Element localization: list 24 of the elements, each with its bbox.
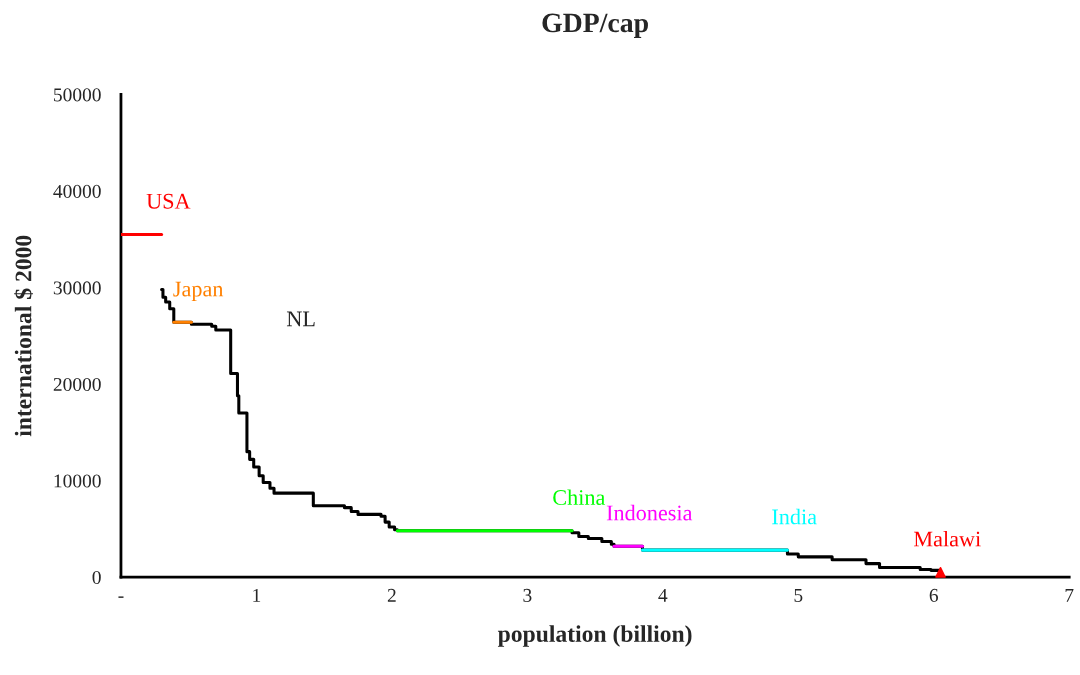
x-tick-label: 4 xyxy=(658,588,668,602)
chart-title: GDP/cap xyxy=(542,13,648,38)
x-tick-label: 2 xyxy=(387,588,396,602)
x-tick-label: 5 xyxy=(794,589,803,602)
series-label: Malawi xyxy=(913,530,981,547)
y-tick-label: 30000 xyxy=(53,281,101,295)
x-axis-title: population (billion) xyxy=(497,625,692,647)
series-label: China xyxy=(553,489,606,506)
y-tick-label: 10000 xyxy=(54,474,101,488)
y-axis-title: international $ 2000 xyxy=(14,235,34,437)
series-label: Japan xyxy=(173,281,224,302)
x-tick-label: 3 xyxy=(523,588,532,602)
x-tick-label: 1 xyxy=(253,588,261,602)
y-tick-label: 50000 xyxy=(54,88,101,102)
y-tick-label: 20000 xyxy=(53,377,101,392)
series-label: Indonesia xyxy=(606,504,693,521)
annotation: NL xyxy=(286,311,315,327)
y-tick-label: 0 xyxy=(92,570,101,585)
x-tick-label: 6 xyxy=(929,588,939,602)
series-label: USA xyxy=(146,193,191,209)
series-label: India xyxy=(772,508,817,525)
x-tick-label: - xyxy=(118,596,124,598)
y-tick-label: 40000 xyxy=(53,184,101,198)
x-tick-label: 7 xyxy=(1065,589,1074,602)
